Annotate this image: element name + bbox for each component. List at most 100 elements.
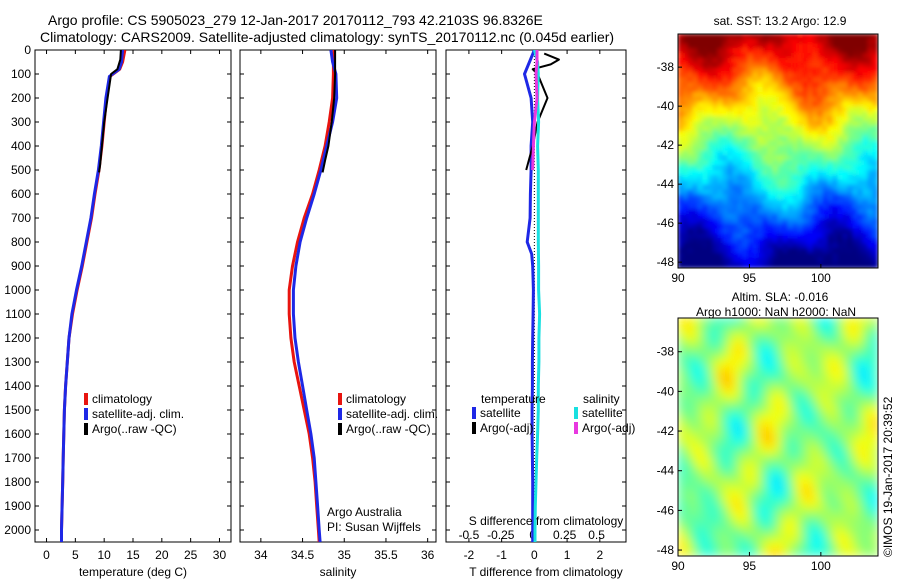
map-cell	[847, 243, 854, 249]
map-cell	[812, 101, 819, 108]
map-cell	[712, 179, 719, 186]
map-cell	[787, 184, 794, 191]
map-cell	[687, 456, 694, 463]
map-cell	[852, 421, 859, 428]
map-cell	[762, 116, 769, 123]
map-cell	[787, 491, 794, 497]
map-cell	[837, 165, 844, 171]
map-cell	[762, 496, 769, 502]
map-cell	[752, 57, 759, 64]
map-cell	[802, 486, 809, 493]
map-cell	[787, 111, 794, 118]
map-cell	[757, 515, 764, 522]
map-cell	[727, 82, 734, 89]
map-cell	[727, 194, 734, 201]
map-cell	[692, 62, 699, 69]
map-cell	[837, 145, 844, 152]
map-cell	[747, 218, 754, 225]
legend-swatch	[84, 423, 88, 435]
map-cell	[842, 194, 849, 201]
map-cell	[857, 92, 864, 98]
map-cell	[772, 510, 779, 517]
map-cell	[862, 515, 869, 522]
map-cell	[702, 72, 709, 79]
map-cell	[832, 327, 839, 334]
map-cell	[767, 535, 774, 542]
map-cell	[782, 491, 789, 497]
map-cell	[862, 441, 869, 448]
map-cell	[697, 471, 704, 478]
map-cell	[702, 401, 709, 408]
map-cell	[737, 53, 744, 59]
map-cell	[707, 391, 714, 398]
map-cell	[682, 342, 689, 349]
map-cell	[767, 322, 774, 329]
map-cell	[752, 382, 759, 388]
map-cell	[857, 382, 864, 388]
map-cell	[707, 223, 714, 230]
map-cell	[737, 461, 744, 468]
map-cell	[747, 43, 754, 50]
map-cell	[872, 248, 878, 254]
map-cell	[822, 92, 829, 98]
map-cell	[737, 209, 744, 215]
map-cell	[837, 520, 844, 527]
map-cell	[772, 38, 779, 45]
map-cell	[767, 218, 774, 225]
map-cell	[787, 243, 794, 249]
map-cell	[757, 337, 764, 344]
map-cell	[797, 441, 804, 448]
map-cell	[832, 111, 839, 118]
map-cell	[837, 505, 844, 512]
map-cell	[692, 426, 699, 433]
map-cell	[807, 386, 814, 393]
map-cell	[777, 416, 784, 423]
map-cell	[852, 510, 859, 517]
map-cell	[772, 111, 779, 118]
map-cell	[702, 48, 709, 54]
map-cell	[787, 515, 794, 522]
map-cell	[817, 204, 824, 210]
map-cell	[852, 382, 859, 388]
map-cell	[752, 131, 759, 137]
map-cell	[782, 367, 789, 374]
map-cell	[722, 530, 729, 537]
map-cell	[792, 82, 799, 89]
map-cell	[837, 174, 844, 181]
map-cell	[817, 461, 824, 468]
map-cell	[782, 199, 789, 206]
map-cell	[737, 62, 744, 69]
map-cell	[767, 67, 774, 74]
map-cell	[712, 496, 719, 502]
map-cell	[842, 77, 849, 84]
map-cell	[832, 252, 839, 259]
map-cell	[707, 476, 714, 483]
map-cell	[867, 322, 874, 329]
map-cell	[872, 501, 878, 507]
map-cell	[817, 92, 824, 98]
map-cell	[762, 416, 769, 423]
map-cell	[847, 401, 854, 408]
map-cell	[742, 496, 749, 502]
map-cell	[842, 209, 849, 215]
map-cell	[852, 332, 859, 339]
map-cell	[692, 505, 699, 512]
map-cell	[712, 515, 719, 522]
map-cell	[867, 87, 874, 93]
map-cell	[712, 252, 719, 259]
map-cell	[757, 101, 764, 108]
map-cell	[822, 160, 829, 167]
map-cell	[752, 486, 759, 493]
map-cell	[822, 72, 829, 79]
map-cell	[857, 550, 864, 556]
map-cell	[777, 431, 784, 438]
map-cell	[687, 106, 694, 113]
map-cell	[827, 155, 834, 162]
map-cell	[732, 446, 739, 453]
map-cell	[867, 545, 874, 552]
map-cell	[732, 43, 739, 50]
map-cell	[782, 382, 789, 388]
map-cell	[867, 48, 874, 54]
map-cell	[802, 92, 809, 98]
map-cell	[727, 233, 734, 240]
